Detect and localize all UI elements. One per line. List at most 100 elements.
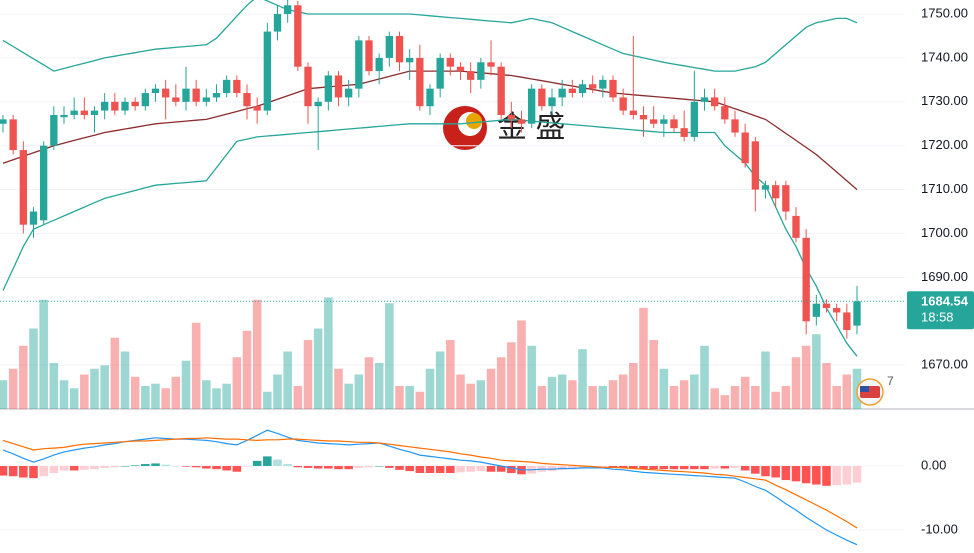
candle-body (599, 79, 607, 89)
candle-body (670, 119, 678, 129)
candle-body (517, 119, 526, 124)
macd-histogram (344, 465, 353, 470)
candle-body (355, 40, 363, 89)
macd-histogram (161, 464, 170, 466)
macd-histogram (629, 465, 638, 469)
volume-bar (29, 328, 38, 409)
volume-bar (740, 376, 750, 409)
candle-body (111, 101, 119, 111)
candle-body (0, 119, 7, 124)
candle-body (243, 93, 251, 107)
candle-body (833, 308, 841, 313)
macd-histogram (791, 465, 801, 482)
volume-bar (771, 391, 780, 409)
candle-body (9, 119, 17, 151)
candle-body (284, 5, 292, 15)
candle-body (822, 303, 831, 309)
volume-bar (0, 380, 8, 409)
volume-bar (598, 386, 608, 409)
volume-bar (435, 351, 445, 409)
macd-histogram (486, 465, 496, 472)
volume-bar (181, 360, 191, 409)
macd-histogram (456, 465, 465, 473)
macd-histogram (252, 460, 262, 466)
candle-body (253, 106, 261, 111)
volume-bar (700, 345, 709, 409)
candle-body (751, 141, 759, 190)
macd-histogram (90, 465, 99, 470)
y-tick-label: 1740.00 (921, 49, 968, 64)
y-tick-label: 1670.00 (921, 357, 968, 372)
candle-body (843, 312, 851, 331)
volume-bar (679, 380, 689, 409)
macd-histogram (59, 465, 69, 471)
candle-body (497, 66, 505, 115)
volume-bar (649, 340, 658, 409)
volume-bar (761, 351, 770, 409)
volume-bar (486, 368, 496, 409)
candle-body (60, 114, 68, 118)
volume-bar (374, 363, 384, 409)
candle-body (212, 93, 221, 98)
macd-histogram (832, 465, 841, 486)
candle-body (507, 114, 515, 120)
volume-bar (141, 386, 150, 409)
macd-histogram (446, 465, 455, 474)
macd-histogram (771, 465, 780, 478)
candle-body (416, 57, 424, 107)
macd-histogram (29, 465, 38, 479)
volume-bar (801, 345, 811, 409)
volume-bar (120, 351, 130, 409)
macd-histogram (425, 465, 435, 474)
macd-histogram (507, 465, 516, 474)
volume-bar (425, 368, 435, 409)
candle-body (375, 57, 383, 72)
macd-histogram (568, 465, 577, 470)
macd-histogram (232, 465, 242, 472)
volume-bar (812, 334, 821, 409)
macd-histogram (69, 465, 79, 471)
volume-bar (690, 374, 699, 409)
macd-histogram (313, 465, 323, 469)
volume-bar (507, 342, 516, 409)
candle-body (365, 40, 373, 72)
candle-body (172, 97, 180, 102)
volume-bar (669, 386, 679, 409)
volume-bar (527, 345, 536, 409)
macd-histogram (283, 464, 292, 466)
macd-histogram (649, 465, 658, 470)
candle-body (802, 237, 810, 322)
candle-body (629, 110, 637, 115)
candle-body (853, 301, 861, 326)
volume-bar (263, 391, 272, 409)
candle-body (345, 88, 353, 98)
volume-bar (517, 320, 526, 409)
y-tick-label: 1720.00 (921, 137, 968, 152)
macd-histogram (100, 465, 109, 468)
volume-bar (39, 299, 48, 409)
macd-histogram (395, 465, 404, 470)
candle-body (70, 110, 78, 115)
candle-body (589, 84, 597, 89)
volume-bar (466, 383, 475, 409)
candle-body (233, 79, 241, 94)
macd-histogram (242, 465, 252, 467)
candle-body (792, 215, 800, 238)
candle-body (568, 88, 576, 94)
volume-bar (324, 297, 333, 409)
event-badge: 7 (887, 374, 894, 388)
volume-bar (212, 388, 221, 409)
candle-body (304, 66, 312, 107)
candle-body (90, 110, 99, 115)
candle-body (741, 132, 749, 164)
volume-bar (313, 328, 323, 409)
candle-body (294, 5, 302, 67)
volume-bar (130, 376, 140, 409)
macd-histogram (720, 465, 730, 469)
volume-bar (405, 386, 414, 409)
volume-bar (496, 357, 506, 409)
candle-body (101, 101, 109, 111)
macd-histogram (669, 465, 679, 470)
macd-histogram (171, 465, 181, 467)
volume-bar (161, 388, 170, 409)
